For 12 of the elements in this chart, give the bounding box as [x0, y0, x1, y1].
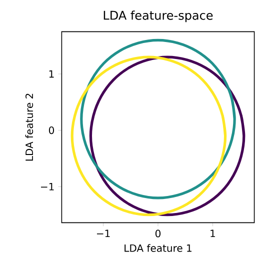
line-series	[70, 56, 227, 216]
x-tick-label: 0	[155, 230, 161, 238]
y-tick-label: 1	[49, 70, 54, 78]
chart-title: LDA feature-space	[104, 10, 213, 22]
x-tick-label: 1	[210, 230, 215, 238]
y-axis-title: LDA feature 2	[25, 94, 34, 161]
line-series	[80, 38, 236, 200]
line-series	[89, 56, 246, 216]
x-tick-label: −1	[96, 230, 110, 238]
x-axis-title: LDA feature 1	[124, 244, 192, 252]
y-tick-label: 0	[48, 126, 54, 134]
y-tick-label: −1	[40, 182, 54, 190]
